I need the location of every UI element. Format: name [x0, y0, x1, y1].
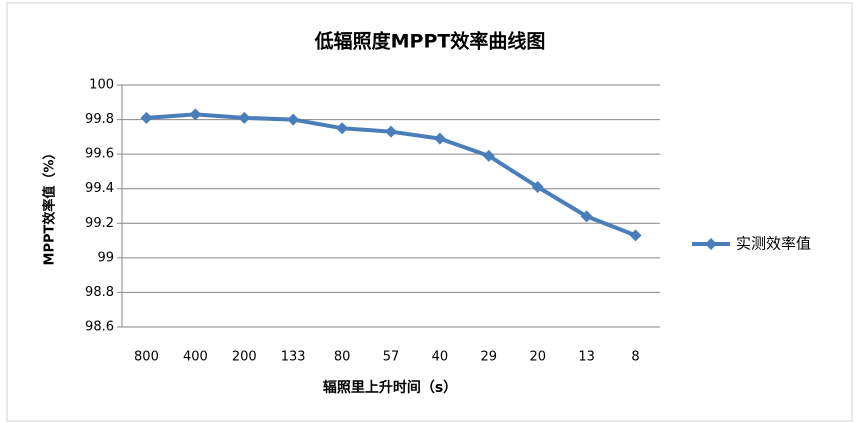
y-tick-label: 98.6	[85, 320, 114, 335]
point-marker	[385, 125, 397, 138]
point-marker	[433, 132, 446, 145]
chart-title: 低辐照度MPPT效率曲线图	[314, 30, 546, 53]
point-marker	[238, 111, 251, 124]
x-tick-label: 800	[134, 350, 159, 365]
y-tick-label: 99.6	[85, 147, 114, 162]
point-marker	[629, 229, 642, 242]
y-tick-label: 99.2	[85, 216, 114, 231]
y-axis-label: MPPT效率值（%）	[42, 147, 58, 266]
legend-marker	[705, 238, 717, 250]
x-tick-label: 80	[334, 350, 351, 365]
y-tick-label: 100	[89, 78, 114, 93]
x-tick-label: 400	[183, 350, 208, 365]
x-tick-label: 8	[631, 350, 639, 365]
y-tick-label: 99	[97, 250, 114, 265]
point-marker	[336, 122, 349, 135]
x-tick-label: 40	[432, 350, 449, 365]
x-tick-label: 13	[578, 350, 595, 365]
x-tick-label: 20	[529, 350, 546, 365]
point-marker	[287, 113, 300, 126]
x-tick-label: 57	[383, 350, 400, 365]
point-marker	[140, 111, 153, 124]
point-marker	[482, 149, 495, 162]
x-tick-label: 200	[232, 350, 257, 365]
point-marker	[189, 108, 202, 121]
point-marker	[580, 210, 593, 223]
x-tick-label: 133	[281, 350, 306, 365]
point-marker	[531, 180, 544, 193]
y-tick-label: 99.4	[85, 181, 114, 196]
y-tick-label: 98.8	[85, 285, 114, 300]
x-axis-label: 辐照里上升时间（s）	[323, 379, 457, 396]
x-tick-label: 29	[481, 350, 498, 365]
legend-label: 实测效率值	[736, 235, 811, 253]
y-tick-label: 99.8	[85, 112, 114, 127]
chart-frame	[6, 2, 853, 422]
